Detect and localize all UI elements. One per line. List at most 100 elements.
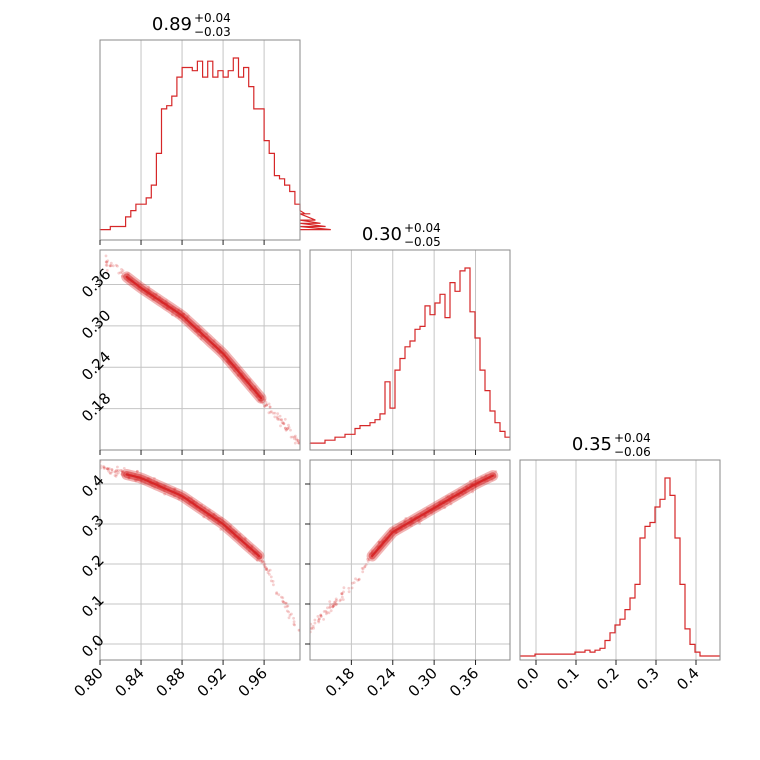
scatter-point (280, 421, 284, 425)
panel-title-p3: 0.35 +0.04−0.06 (572, 431, 651, 459)
y-tick-label-p3-3: 0.3 (78, 511, 108, 541)
scatter-point (135, 469, 139, 473)
scatter-point (332, 604, 336, 608)
scatter-point (120, 472, 124, 476)
scatter-point (109, 264, 113, 268)
scatter-panel-p2-p3 (309, 459, 511, 661)
scatter-point (263, 565, 267, 569)
scatter-point (312, 626, 315, 630)
scatter-point (310, 627, 313, 631)
scatter-point (292, 622, 296, 626)
y-tick-label-p3-0: 0.0 (78, 631, 108, 661)
scatter-point (311, 624, 315, 628)
x-tick-label-p1-1: 0.84 (112, 664, 148, 700)
scatter-point (273, 415, 277, 419)
panel-title-p1: 0.89 +0.04−0.03 (152, 11, 231, 39)
scatter-point (268, 573, 271, 576)
y-tick-label-p3-1: 0.1 (78, 591, 108, 621)
scatter-point (331, 602, 335, 606)
scatter-point (100, 466, 103, 470)
y-tick-label-p3-4: 0.4 (78, 471, 108, 501)
scatter-point (284, 601, 288, 605)
scatter-point (283, 426, 287, 430)
scatter-point (110, 468, 114, 471)
scatter-point (105, 261, 109, 264)
title-minus-p2: −0.05 (404, 235, 441, 249)
scatter-point (276, 418, 280, 421)
scatter-point (341, 598, 345, 601)
scatter-point (277, 593, 281, 597)
scatter-point (333, 602, 337, 605)
scatter-point (117, 471, 120, 475)
scatter-point (120, 470, 124, 474)
scatter-point (340, 592, 344, 596)
panel-title-p2: 0.30 +0.04−0.05 (362, 221, 441, 249)
contour-core-line-1 (125, 473, 261, 558)
title-median-p2: 0.30 (362, 224, 402, 245)
scatter-point (285, 605, 289, 608)
scatter-point (267, 411, 271, 415)
scatter-content-2 (310, 470, 499, 634)
axis-frame-p2 (309, 249, 511, 451)
scatter-point (325, 611, 329, 614)
scatter-point (262, 563, 266, 567)
scatter-point (108, 264, 112, 267)
scatter-point (263, 562, 267, 566)
scatter-point (268, 568, 272, 572)
scatter-point (109, 472, 112, 475)
scatter-point (121, 274, 124, 278)
y-tick-label-p2-1: 0.24 (78, 348, 114, 384)
scatter-point (286, 604, 290, 608)
scatter-point (122, 467, 126, 470)
scatter-point (219, 528, 223, 531)
x-tick-label-p1-2: 0.88 (153, 664, 189, 700)
y-tick-label-p3-2: 0.2 (78, 551, 108, 581)
scatter-point (297, 441, 300, 445)
scatter-point (335, 599, 338, 602)
scatter-point (296, 439, 300, 442)
scatter-point (282, 422, 286, 426)
scatter-point (329, 603, 332, 606)
scatter-point (331, 605, 334, 609)
contour-outer-fill-1 (121, 469, 265, 562)
scatter-point (110, 468, 114, 471)
scatter-point (272, 583, 275, 587)
scatter-point (281, 421, 285, 425)
scatter-point (317, 620, 321, 624)
scatter-point (347, 586, 351, 590)
scatter-point (318, 617, 321, 621)
scatter-point (102, 466, 106, 470)
scatter-point (263, 565, 267, 569)
scatter-point (284, 601, 287, 605)
scatter-point (296, 441, 300, 445)
scatter-point (153, 477, 156, 480)
scatter-point (281, 599, 285, 603)
scatter-point (350, 581, 354, 585)
scatter-point (103, 466, 107, 470)
scatter-point (289, 428, 292, 432)
scatter-point (287, 616, 291, 620)
scatter-point (282, 422, 286, 425)
title-median-p3: 0.35 (572, 434, 612, 455)
scatter-point (269, 410, 272, 414)
scatter-point (114, 263, 118, 267)
title-plus-p1: +0.04 (194, 11, 231, 25)
x-tick-label-p1-0: 0.80 (70, 664, 106, 700)
scatter-point (264, 401, 268, 404)
scatter-point (327, 611, 331, 615)
scatter-point (295, 437, 298, 441)
scatter-point (338, 599, 342, 603)
scatter-point (293, 441, 297, 445)
scatter-point (284, 426, 287, 430)
scatter-point (326, 606, 329, 610)
scatter-point (120, 470, 124, 474)
scatter-panel-p1-p3 (99, 459, 301, 661)
scatter-point (265, 568, 269, 571)
scatter-point (350, 586, 354, 590)
scatter-point (324, 609, 328, 613)
scatter-point (105, 467, 109, 471)
contour-core-line-2 (371, 474, 494, 558)
scatter-point (261, 559, 264, 563)
scatter-point (105, 269, 109, 272)
scatter-point (319, 613, 323, 617)
